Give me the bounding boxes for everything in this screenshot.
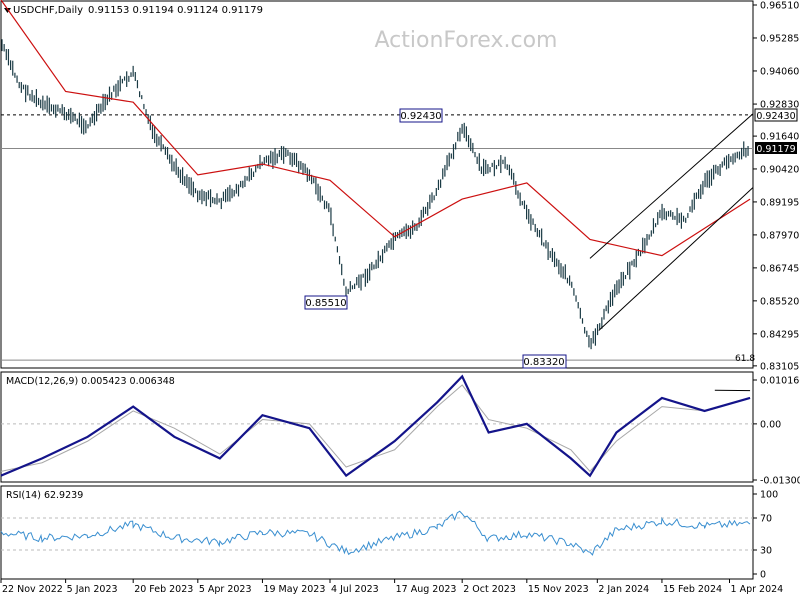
x-tick-label: 1 Apr 2024 bbox=[731, 584, 784, 595]
x-tick-label: 5 Apr 2023 bbox=[199, 584, 252, 595]
price-y-tick-label: 0.87970 bbox=[760, 230, 799, 241]
macd-y-tick-label: 0.00 bbox=[760, 419, 781, 430]
ohlc-label: 0.91153 0.91194 0.91124 0.91179 bbox=[88, 5, 263, 16]
x-tick-label: 17 Aug 2023 bbox=[396, 584, 457, 595]
price-y-tick-label: 0.83105 bbox=[760, 361, 799, 372]
x-tick-label: 5 Jan 2023 bbox=[67, 584, 118, 595]
low1-annotation-label: 0.85510 bbox=[305, 298, 346, 309]
x-tick-label: 19 May 2023 bbox=[263, 584, 325, 595]
x-tick-label: 20 Feb 2023 bbox=[134, 584, 193, 595]
rsi-title: RSI(14) 62.9239 bbox=[6, 490, 83, 501]
macd-y-tick-label: -0.013006 bbox=[760, 476, 800, 487]
symbol-label: USDCHF,Daily bbox=[13, 5, 83, 16]
price-y-tick-label: 0.84295 bbox=[760, 329, 799, 340]
resistance-price-tag: 0.92430 bbox=[755, 109, 797, 122]
macd-title: MACD(12,26,9) 0.005423 0.006348 bbox=[6, 376, 175, 387]
price-y-tick-label: 0.89195 bbox=[760, 197, 799, 208]
x-tick-label: 2 Jan 2024 bbox=[598, 584, 649, 595]
rsi-y-tick-label: 30 bbox=[760, 546, 772, 557]
price-y-tick-label: 0.96510 bbox=[760, 1, 799, 12]
x-tick-label: 2 Oct 2023 bbox=[463, 584, 516, 595]
x-tick-label: 15 Nov 2023 bbox=[528, 584, 589, 595]
rsi-y-tick-label: 0 bbox=[760, 570, 766, 581]
price-y-tick-label: 0.91640 bbox=[760, 132, 799, 143]
x-tick-label: 4 Jul 2023 bbox=[331, 584, 379, 595]
price-y-tick-label: 0.94060 bbox=[760, 66, 799, 77]
low1-annotation: 0.85510 bbox=[305, 296, 347, 309]
rsi-y-tick-label: 100 bbox=[760, 490, 778, 501]
price-y-tick-label: 0.90420 bbox=[760, 164, 799, 175]
macd-y-tick-label: 0.010166 bbox=[760, 376, 800, 387]
x-tick-label: 15 Feb 2024 bbox=[663, 584, 722, 595]
price-y-tick-label: 0.86745 bbox=[760, 263, 799, 274]
fib-label: 61.8 bbox=[735, 354, 755, 364]
price-y-tick-label: 0.95285 bbox=[760, 33, 799, 44]
high-annotation-label: 0.92430 bbox=[400, 111, 441, 122]
price-y-tick-label: 0.85520 bbox=[760, 296, 799, 307]
x-tick-label: 22 Nov 2022 bbox=[2, 584, 63, 595]
low2-annotation: 0.83320 bbox=[523, 355, 566, 368]
rsi-y-tick-label: 70 bbox=[760, 514, 772, 525]
high-annotation: 0.92430 bbox=[400, 109, 442, 122]
current-price-tag-label: 0.91179 bbox=[756, 144, 795, 155]
current-price-tag: 0.91179 bbox=[755, 142, 797, 155]
resistance-price-tag-label: 0.92430 bbox=[756, 111, 795, 122]
low2-annotation-label: 0.83320 bbox=[523, 357, 564, 368]
watermark: ActionForex.com bbox=[375, 28, 558, 53]
